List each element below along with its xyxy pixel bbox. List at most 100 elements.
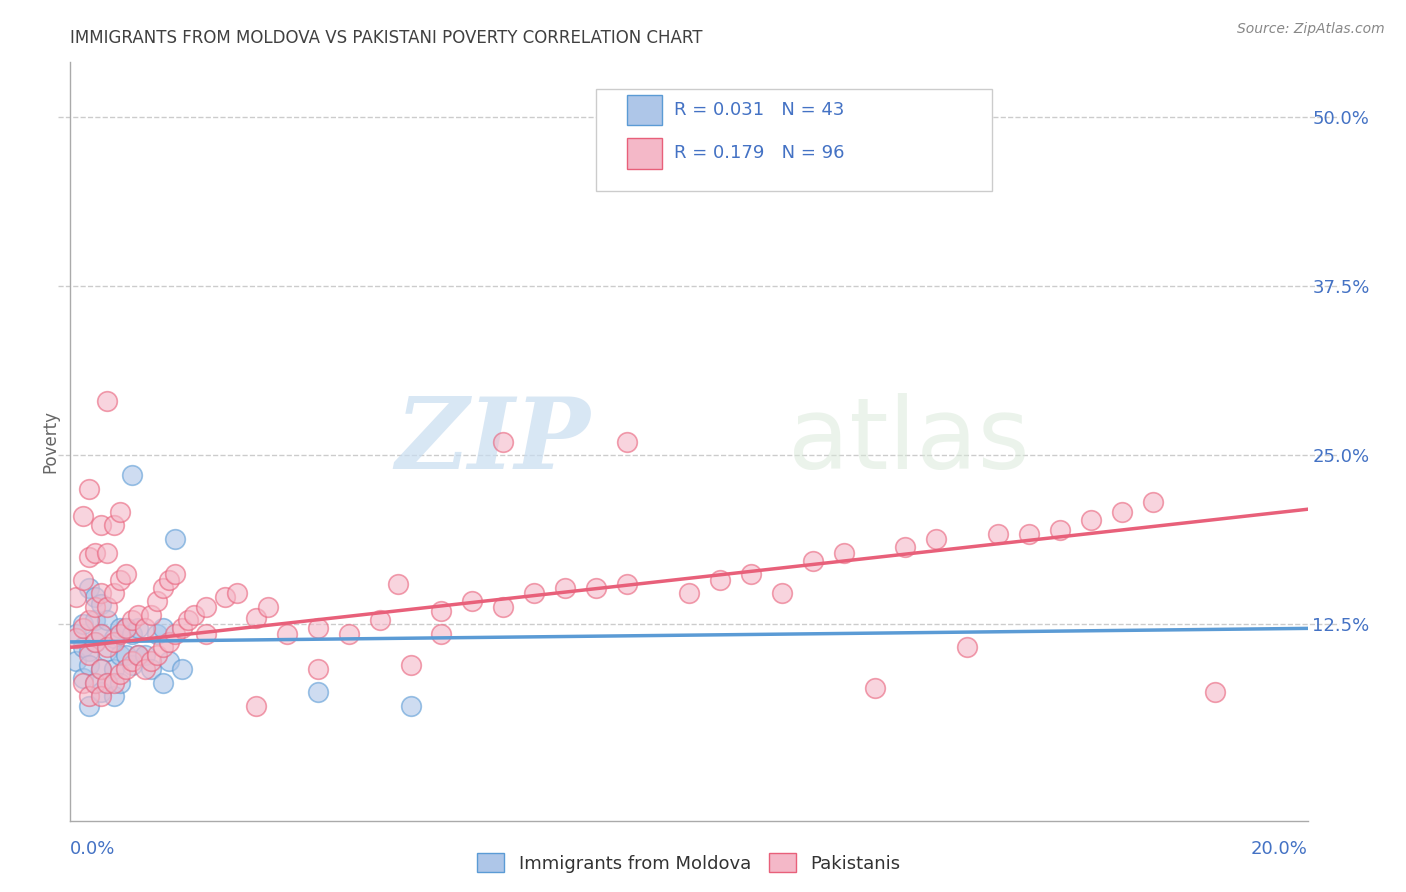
Point [115,662,138,676]
Point [1111,505,1133,519]
Point [108,648,131,663]
Point [257,599,280,614]
Point [90,685,112,699]
Point [96,613,118,627]
Text: 20.0%: 20.0% [1251,840,1308,858]
Point [121,654,143,668]
Text: Source: ZipAtlas.com: Source: ZipAtlas.com [1237,22,1385,37]
Point [1204,685,1226,699]
Point [177,613,200,627]
Point [399,657,422,672]
Point [616,576,638,591]
Point [492,434,515,449]
Point [103,631,125,645]
Point [84,675,107,690]
Point [139,662,162,676]
FancyBboxPatch shape [627,138,662,169]
Point [770,586,793,600]
Point [84,675,107,690]
Point [307,621,329,635]
Point [616,434,638,449]
Point [740,567,762,582]
Point [157,573,180,587]
Point [90,662,112,676]
Text: atlas: atlas [787,393,1029,490]
Point [276,627,298,641]
Point [709,573,731,587]
Point [115,648,138,663]
Point [430,627,453,641]
Point [523,586,546,600]
Point [801,554,824,568]
Point [1049,523,1071,537]
Point [103,635,125,649]
Point [226,586,249,600]
Point [183,607,205,622]
Point [96,644,118,658]
Point [987,526,1010,541]
Point [90,627,112,641]
Point [165,567,187,582]
Point [127,607,149,622]
Point [115,567,138,582]
Point [96,393,118,408]
Point [307,662,329,676]
Point [108,573,131,587]
Point [134,648,156,663]
Point [152,581,174,595]
Point [307,685,329,699]
Point [1018,526,1040,541]
Point [121,468,143,483]
Point [96,545,118,559]
Text: R = 0.179   N = 96: R = 0.179 N = 96 [673,145,845,162]
Point [96,599,118,614]
Point [84,613,107,627]
FancyBboxPatch shape [627,95,662,126]
Point [492,599,515,614]
Point [77,613,100,627]
Point [925,532,948,546]
Point [678,586,700,600]
Point [121,657,143,672]
Point [115,621,138,635]
Point [152,675,174,690]
Point [96,675,118,690]
Point [108,505,131,519]
Point [84,635,107,649]
Point [108,627,131,641]
Text: IMMIGRANTS FROM MOLDOVA VS PAKISTANI POVERTY CORRELATION CHART: IMMIGRANTS FROM MOLDOVA VS PAKISTANI POV… [70,29,703,47]
Point [65,591,87,605]
Point [103,518,125,533]
Text: ZIP: ZIP [395,393,591,490]
FancyBboxPatch shape [596,89,993,191]
Point [77,698,100,713]
Point [72,640,94,655]
Point [65,631,87,645]
Point [103,586,125,600]
Point [430,604,453,618]
Point [152,640,174,655]
Point [337,627,360,641]
Point [1080,513,1102,527]
Point [65,627,87,641]
Point [72,508,94,523]
Point [832,545,855,559]
Point [90,627,112,641]
Point [863,681,886,695]
Point [90,662,112,676]
Y-axis label: Poverty: Poverty [41,410,59,473]
Point [77,482,100,496]
Point [90,597,112,611]
Point [84,545,107,559]
Point [894,540,917,554]
Point [72,621,94,635]
Point [127,648,149,663]
Point [121,627,143,641]
Point [65,654,87,668]
Point [214,591,236,605]
Point [195,599,218,614]
Point [121,613,143,627]
Point [96,640,118,655]
Point [157,635,180,649]
Legend: Immigrants from Moldova, Pakistanis: Immigrants from Moldova, Pakistanis [470,846,908,880]
